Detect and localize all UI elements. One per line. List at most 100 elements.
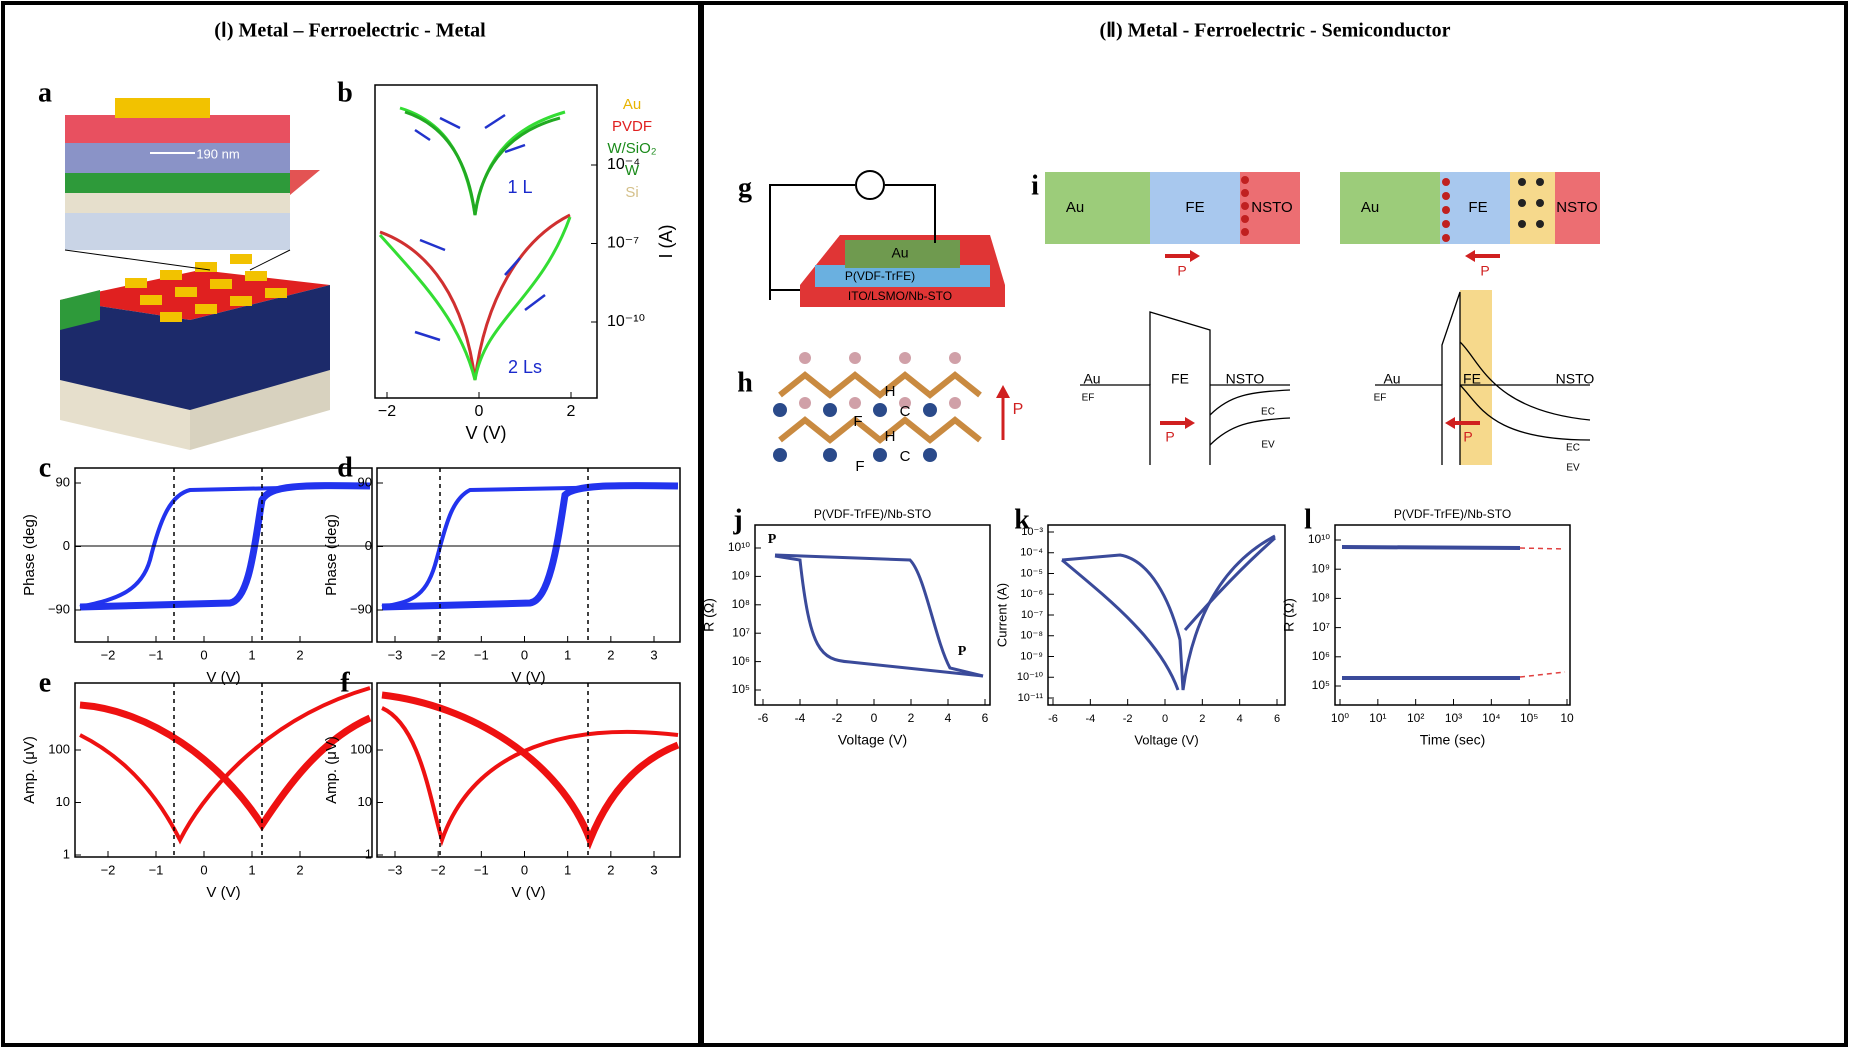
region-label: Au [1066, 199, 1084, 216]
level-label: EV [1566, 463, 1580, 474]
atom-label: C [900, 403, 911, 420]
y-tick-label: 10⁵ [1312, 678, 1330, 692]
panel-label: j [732, 504, 742, 535]
x-tick-label: −2 [101, 647, 116, 662]
x-axis-label: V (V) [206, 669, 240, 686]
x-tick-label: 4 [945, 711, 952, 725]
x-tick-label: 1 [564, 647, 571, 662]
iv-curves [378, 106, 572, 381]
panel-label: i [1031, 170, 1039, 201]
layer-label: ITO/LSMO/Nb-STO [848, 289, 952, 303]
level-label: EF [1374, 393, 1387, 404]
polarization-label: P [1463, 429, 1472, 445]
y-tick-label: 10⁸ [732, 597, 750, 611]
layer-label: P(VDF-TrFE) [845, 269, 915, 283]
stack-schematic [769, 170, 1005, 307]
layer-label: Au [891, 245, 908, 261]
y-tick-label: 10⁶ [732, 654, 750, 668]
panel-label: l [1304, 504, 1312, 535]
x-axis-label: V (V) [511, 884, 545, 901]
plot-title: P(VDF-TrFE)/Nb-STO [814, 507, 931, 521]
polarization-label: P [1480, 263, 1489, 279]
x-tick-label: 10 [1560, 711, 1574, 725]
region-label: NSTO [1556, 371, 1595, 387]
annotation: 2 Ls [508, 357, 542, 377]
x-tick-label: 1 [248, 647, 255, 662]
x-tick-label: −1 [474, 862, 489, 877]
x-tick-label: 0 [475, 403, 484, 420]
y-axis-label: Phase (deg) [323, 514, 340, 596]
x-tick-label: 0 [200, 862, 207, 877]
x-tick-label: −1 [149, 647, 164, 662]
region-label: NSTO [1251, 199, 1292, 216]
annotation: P [768, 532, 777, 547]
level-label: EF [1082, 393, 1095, 404]
x-tick-label: −1 [149, 862, 164, 877]
y-tick-label: 10⁻⁴ [607, 156, 640, 173]
x-tick-label: 2 [607, 647, 614, 662]
y-tick-label: 10⁷ [1312, 620, 1330, 634]
x-tick-label: -4 [1085, 713, 1095, 725]
polarization-label: P [1013, 401, 1024, 418]
x-tick-label: 0 [200, 647, 207, 662]
plot-frame [754, 524, 991, 706]
x-tick-label: 0 [871, 711, 878, 725]
level-label: EV [1261, 440, 1275, 451]
region-label: FE [1463, 371, 1481, 387]
y-tick-label: 10⁻⁷ [1021, 609, 1043, 621]
x-tick-label: −2 [431, 647, 446, 662]
region-label: FE [1185, 199, 1204, 216]
region-label: Au [1383, 371, 1400, 387]
x-tick-label: 2 [607, 862, 614, 877]
y-tick-label: 10⁶ [1312, 649, 1330, 663]
y-tick-label: −90 [350, 601, 372, 616]
y-tick-label: 10⁻⁸ [1020, 630, 1043, 642]
panel-label: c [39, 452, 51, 483]
layer-label: Au [623, 96, 641, 113]
x-tick-label: 1 [248, 862, 255, 877]
y-tick-label: −90 [48, 601, 70, 616]
x-tick-label: −1 [474, 647, 489, 662]
x-tick-label: 3 [650, 647, 657, 662]
y-tick-label: 1 [63, 846, 70, 861]
y-axis-label: R (Ω) [701, 598, 717, 632]
rv-curves [774, 534, 1566, 691]
y-tick-label: 100 [350, 741, 372, 756]
y-axis-label: Phase (deg) [21, 514, 38, 596]
panel-label: k [1014, 504, 1030, 535]
region-label: NSTO [1556, 199, 1597, 216]
y-axis-label: I (A) [656, 225, 676, 259]
x-tick-label: 6 [1274, 713, 1280, 725]
level-label: EC [1261, 407, 1275, 418]
x-axis-label: Voltage (V) [1134, 732, 1198, 747]
y-tick-label: 10⁻⁶ [1020, 588, 1043, 600]
device-illustration [60, 98, 330, 450]
y-tick-label: 10⁻⁷ [607, 235, 639, 252]
x-tick-label: 3 [650, 862, 657, 877]
y-tick-label: 10⁻⁴ [1020, 547, 1043, 559]
polarization-label: P [1165, 429, 1174, 445]
plot-title: P(VDF-TrFE)/Nb-STO [1394, 507, 1511, 521]
y-tick-label: 10⁻¹⁰ [607, 313, 645, 330]
plot-frame [376, 467, 681, 643]
interface-blocks [1045, 172, 1600, 465]
x-tick-label: 10⁰ [1331, 711, 1349, 725]
x-tick-label: 10³ [1445, 711, 1462, 725]
x-tick-label: −2 [431, 862, 446, 877]
layer-label: PVDF [612, 118, 652, 135]
x-tick-label: -2 [832, 711, 843, 725]
x-tick-label: 2 [908, 711, 915, 725]
y-axis-label: Amp. (μV) [323, 736, 340, 804]
x-tick-label: 2 [1199, 713, 1205, 725]
x-tick-label: 10⁵ [1520, 711, 1538, 725]
x-tick-label: 6 [982, 711, 989, 725]
y-tick-label: 10⁻⁹ [1020, 650, 1043, 662]
panel-label: a [38, 77, 52, 108]
dimension-label: 190 nm [196, 146, 239, 161]
pfm-curves [75, 468, 680, 857]
atom-label: F [855, 458, 864, 475]
y-tick-label: 10⁸ [1312, 591, 1330, 605]
region-label: NSTO [1226, 371, 1265, 387]
x-tick-label: −2 [378, 403, 396, 420]
